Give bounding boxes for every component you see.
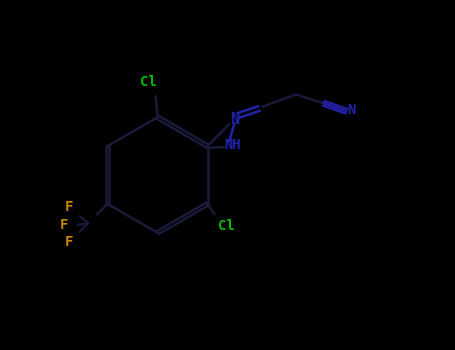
Text: N: N — [230, 112, 239, 126]
Text: F: F — [65, 235, 73, 249]
Text: F: F — [65, 200, 73, 214]
Text: N: N — [348, 103, 356, 117]
Text: Cl: Cl — [218, 219, 235, 233]
Text: F: F — [60, 218, 68, 232]
Text: NH: NH — [224, 138, 241, 152]
Text: Cl: Cl — [141, 75, 157, 89]
